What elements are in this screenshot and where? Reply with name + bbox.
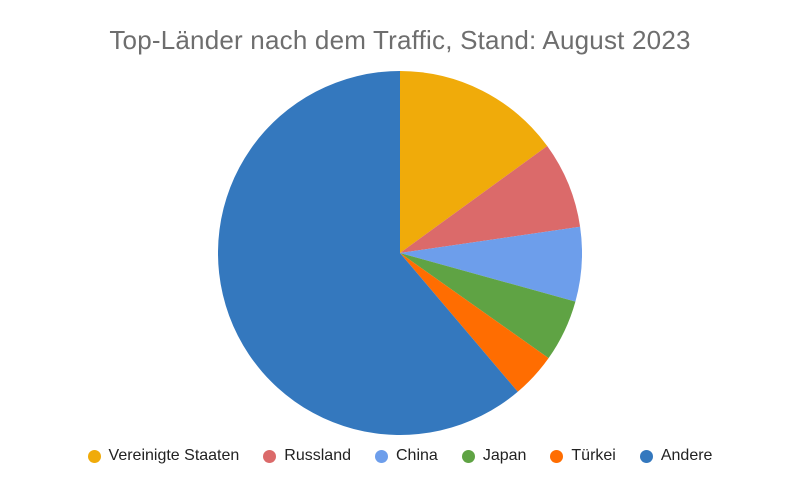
legend-item-turkei[interactable]: Türkei — [550, 447, 616, 465]
pie-slice-china[interactable] — [400, 226, 582, 302]
legend-marker-icon — [639, 449, 653, 463]
legend-marker-icon — [87, 449, 101, 463]
legend-marker-icon — [550, 449, 564, 463]
chart-title: Top-Länder nach dem Traffic, Stand: Augu… — [109, 25, 691, 55]
pie-slice-russland[interactable] — [400, 146, 581, 253]
pie-slice-turkei[interactable] — [400, 253, 549, 392]
legend-label: Vereinigte Staaten — [108, 447, 240, 464]
legend-label: China — [396, 447, 438, 464]
legend-label: Türkei — [571, 447, 616, 464]
legend-marker-icon — [375, 449, 388, 463]
legend: Vereinigte Staaten Russland China Japan Türk… — [0, 447, 800, 465]
legend-label: Russland — [284, 447, 351, 464]
legend-marker-icon — [461, 449, 475, 463]
pie-slice-japan[interactable] — [400, 253, 576, 359]
pie-slice-andere[interactable] — [218, 71, 518, 435]
pie-chart[interactable] — [218, 71, 582, 435]
legend-item-china[interactable]: China — [375, 447, 438, 465]
legend-marker-icon — [263, 449, 277, 463]
legend-item-russland[interactable]: Russland — [263, 447, 351, 465]
legend-item-andere[interactable]: Andere — [639, 447, 713, 465]
legend-item-vereinigte-staaten[interactable]: Vereinigte Staaten — [87, 447, 240, 465]
legend-label: Japan — [482, 447, 527, 464]
legend-item-japan[interactable]: Japan — [461, 447, 527, 465]
pie-slice-vereinigte-staaten[interactable] — [400, 71, 548, 253]
legend-label: Andere — [660, 447, 713, 464]
